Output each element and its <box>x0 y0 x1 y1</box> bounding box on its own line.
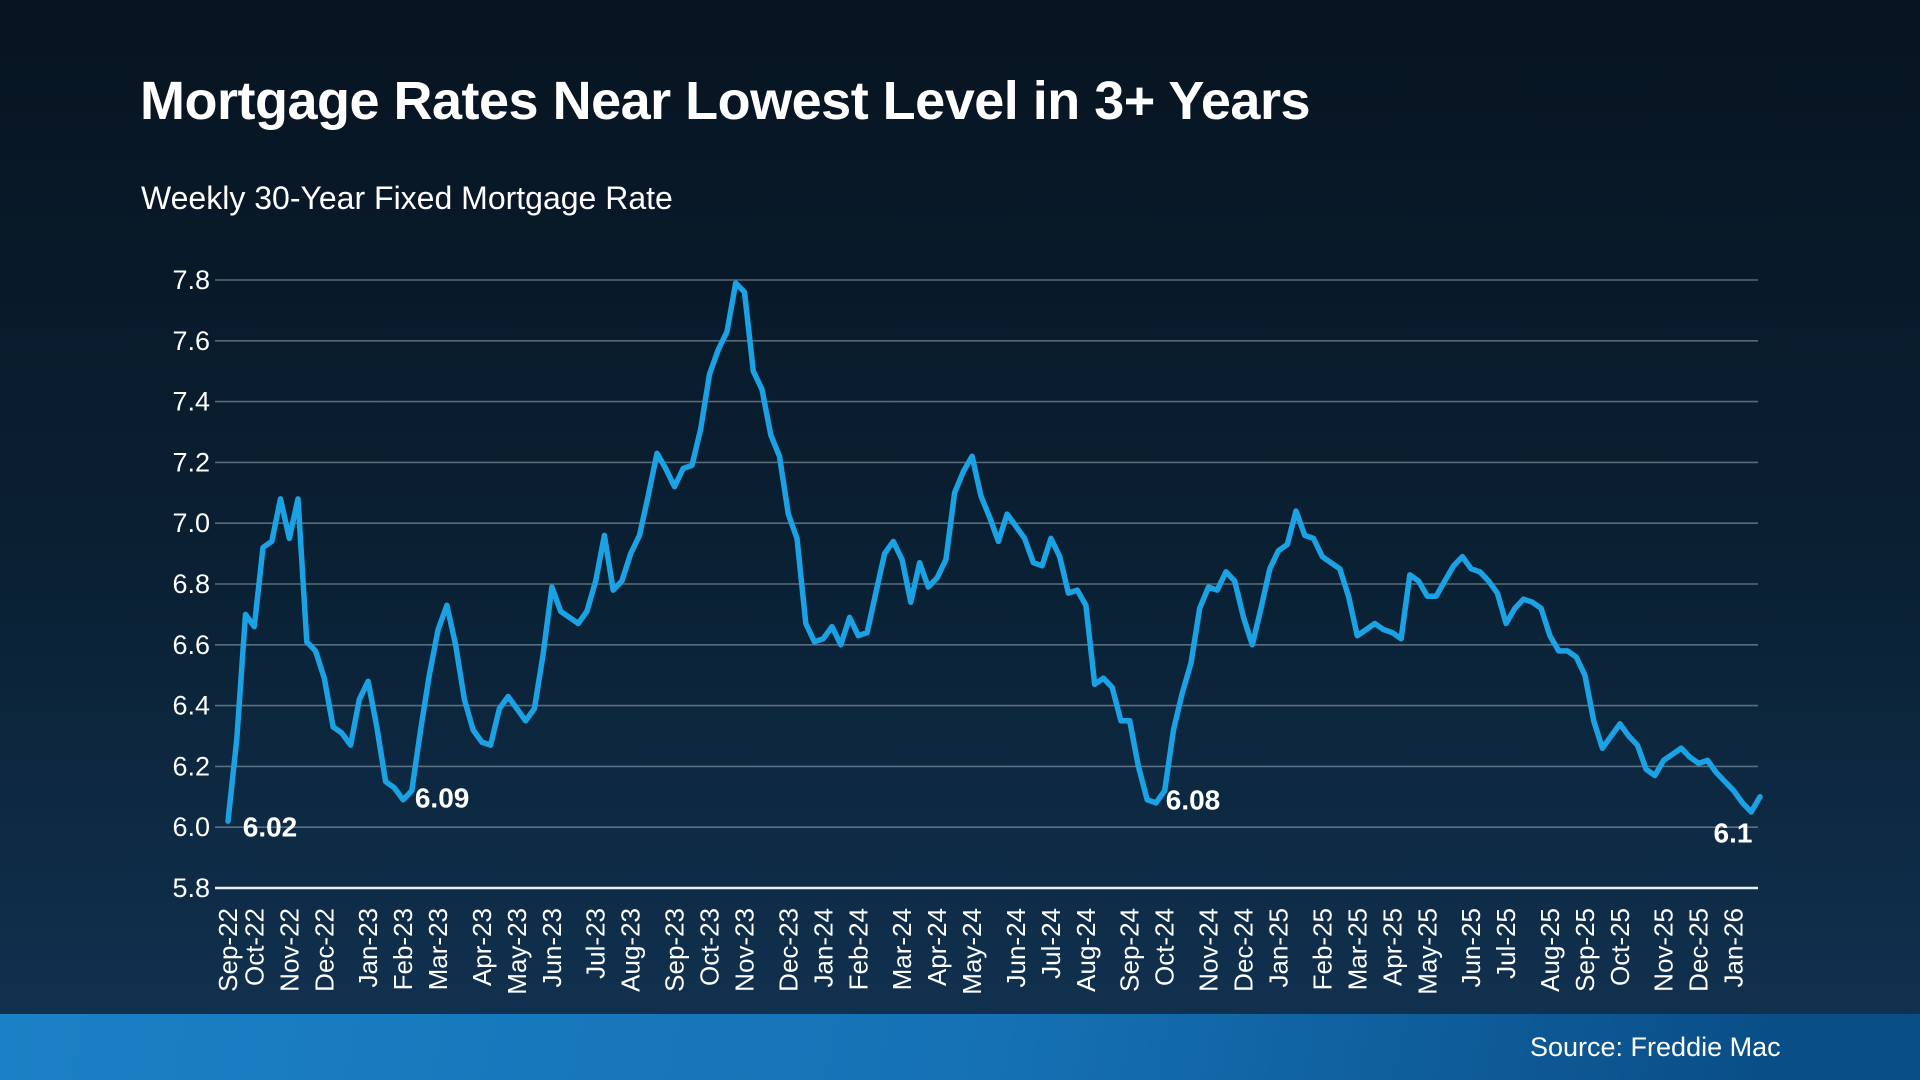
y-tick-label: 6.8 <box>172 569 210 599</box>
x-tick-label: Jun-23 <box>537 908 567 988</box>
x-tick-label: Nov-22 <box>274 908 304 992</box>
y-tick-label: 6.6 <box>172 630 210 660</box>
data-point-annotation: 6.1 <box>1714 817 1753 848</box>
mortgage-rate-line <box>225 280 1763 824</box>
data-point-annotation: 6.02 <box>243 812 298 843</box>
page-title: Mortgage Rates Near Lowest Level in 3+ Y… <box>140 71 1311 131</box>
x-tick-label: Oct-24 <box>1150 908 1180 986</box>
y-tick-label: 5.8 <box>172 873 210 903</box>
x-tick-label: Jan-23 <box>353 908 383 988</box>
y-tick-label: 7.4 <box>172 387 210 417</box>
x-tick-label: Dec-22 <box>309 908 339 992</box>
x-tick-label: May-25 <box>1412 908 1442 995</box>
x-tick-label: Feb-25 <box>1307 908 1337 990</box>
y-tick-label: 7.0 <box>172 508 210 538</box>
x-tick-label: Jan-24 <box>808 908 838 988</box>
x-tick-label: Apr-24 <box>922 908 952 986</box>
x-tick-label: Jul-23 <box>581 908 611 979</box>
footer-bar <box>0 1014 1920 1080</box>
x-tick-label: Oct-23 <box>695 908 725 986</box>
x-tick-label: Dec-24 <box>1229 908 1259 992</box>
x-tick-label: Mar-24 <box>887 908 917 990</box>
x-tick-label: Oct-25 <box>1605 908 1635 986</box>
y-tick-label: 7.2 <box>172 447 210 477</box>
x-tick-label: Apr-23 <box>467 908 497 986</box>
x-tick-label: Mar-25 <box>1342 908 1372 990</box>
data-point-annotation: 6.09 <box>415 782 470 813</box>
chart-subtitle: Weekly 30-Year Fixed Mortgage Rate <box>141 180 673 216</box>
y-tick-label: 6.2 <box>172 751 210 781</box>
y-tick-label: 7.6 <box>172 326 210 356</box>
data-point-annotation: 6.08 <box>1166 784 1221 815</box>
x-tick-label: Nov-25 <box>1649 908 1679 992</box>
x-tick-label: Jan-26 <box>1719 908 1749 988</box>
x-tick-label: Aug-25 <box>1535 908 1565 992</box>
x-tick-label: Oct-22 <box>239 908 269 986</box>
x-tick-label: Aug-24 <box>1071 908 1101 992</box>
x-tick-label: Apr-25 <box>1377 908 1407 986</box>
x-tick-label: May-24 <box>957 908 987 995</box>
x-tick-label: Sep-25 <box>1570 908 1600 992</box>
x-tick-label: Jul-24 <box>1036 908 1066 979</box>
x-tick-label: Sep-23 <box>660 908 690 992</box>
x-tick-label: Mar-23 <box>423 908 453 990</box>
x-tick-label: Nov-23 <box>730 908 760 992</box>
x-tick-label: Jun-24 <box>1001 908 1031 988</box>
x-tick-label: Aug-23 <box>616 908 646 992</box>
x-tick-label: Sep-22 <box>213 908 243 992</box>
source-label: Source: Freddie Mac <box>1530 1032 1781 1062</box>
x-tick-label: Dec-23 <box>773 908 803 992</box>
x-tick-label: Jun-25 <box>1456 908 1486 988</box>
x-tick-label: Nov-24 <box>1194 908 1224 992</box>
x-tick-label: Feb-24 <box>843 908 873 990</box>
x-tick-label: May-23 <box>502 908 532 995</box>
x-tick-label: Dec-25 <box>1684 908 1714 992</box>
x-tick-label: Sep-24 <box>1115 908 1145 992</box>
x-tick-label: Jan-25 <box>1264 908 1294 988</box>
x-tick-label: Jul-25 <box>1491 908 1521 979</box>
x-tick-label: Feb-23 <box>388 908 418 990</box>
y-tick-label: 6.4 <box>172 691 210 721</box>
y-tick-label: 7.8 <box>172 265 210 295</box>
y-tick-label: 6.0 <box>172 812 210 842</box>
